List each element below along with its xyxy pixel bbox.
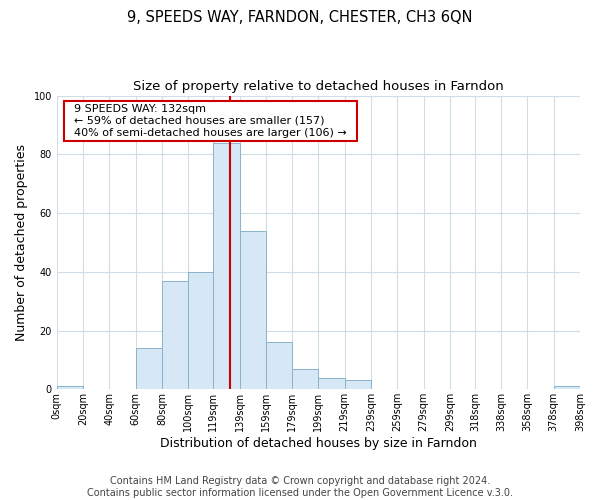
Bar xyxy=(136,348,162,390)
X-axis label: Distribution of detached houses by size in Farndon: Distribution of detached houses by size … xyxy=(160,437,477,450)
Bar xyxy=(239,230,266,390)
Text: 9 SPEEDS WAY: 132sqm
  ← 59% of detached houses are smaller (157)
  40% of semi-: 9 SPEEDS WAY: 132sqm ← 59% of detached h… xyxy=(67,104,354,138)
Bar xyxy=(162,280,188,390)
Bar xyxy=(319,378,344,390)
Y-axis label: Number of detached properties: Number of detached properties xyxy=(15,144,28,341)
Bar xyxy=(57,386,83,390)
Bar xyxy=(344,380,371,390)
Bar xyxy=(292,368,319,390)
Text: Contains HM Land Registry data © Crown copyright and database right 2024.
Contai: Contains HM Land Registry data © Crown c… xyxy=(87,476,513,498)
Bar xyxy=(554,386,580,390)
Bar xyxy=(266,342,292,390)
Bar xyxy=(213,142,239,390)
Bar xyxy=(188,272,213,390)
Text: 9, SPEEDS WAY, FARNDON, CHESTER, CH3 6QN: 9, SPEEDS WAY, FARNDON, CHESTER, CH3 6QN xyxy=(127,10,473,25)
Title: Size of property relative to detached houses in Farndon: Size of property relative to detached ho… xyxy=(133,80,504,93)
